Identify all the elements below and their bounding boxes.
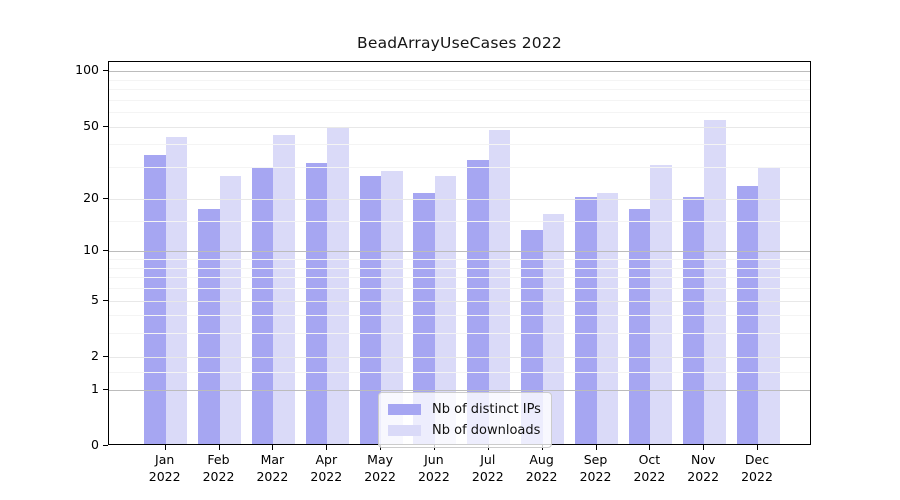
bar-downloads-jun xyxy=(434,176,457,444)
bar-downloads-nov xyxy=(704,120,726,444)
legend-label-downloads: Nb of downloads xyxy=(432,423,541,438)
bar-downloads-dec xyxy=(758,167,780,444)
bar-ips-nov xyxy=(682,196,705,444)
minor-gridline-8 xyxy=(109,267,810,269)
bar-ips-oct xyxy=(628,209,651,444)
minor-gridline-40 xyxy=(109,144,810,146)
legend-label-distinct-ips: Nb of distinct IPs xyxy=(432,402,541,417)
x-tick-label-oct: Oct 2022 xyxy=(633,452,666,484)
bar-downloads-feb xyxy=(219,176,242,444)
minor-gridline-60 xyxy=(109,112,810,114)
bar-ips-may xyxy=(359,176,382,444)
x-tick-dec xyxy=(757,445,758,450)
y-tick-label-100: 100 xyxy=(75,62,99,78)
y-tick-100 xyxy=(103,70,108,72)
minor-gridline-7 xyxy=(109,277,810,279)
minor-gridline-9 xyxy=(109,259,810,260)
bar-downloads-aug xyxy=(542,213,565,444)
bar-ips-sep xyxy=(575,196,597,444)
x-tick-mar xyxy=(272,445,274,450)
x-tick-label-mar: Mar 2022 xyxy=(256,452,289,484)
y-tick-1 xyxy=(103,388,108,390)
bar-ips-dec xyxy=(736,185,759,444)
chart-title: BeadArrayUseCases 2022 xyxy=(357,34,562,52)
semi-gridline-2 xyxy=(109,356,810,358)
y-tick-label-0: 0 xyxy=(91,437,99,452)
bar-ips-feb xyxy=(198,209,220,444)
minor-gridline-4 xyxy=(109,315,810,317)
legend-swatch-distinct-ips xyxy=(388,404,421,415)
y-tick-5 xyxy=(103,299,108,301)
x-tick-label-nov: Nov 2022 xyxy=(687,452,720,484)
y-tick-label-1: 1 xyxy=(91,380,99,396)
x-tick-label-jul: Jul 2022 xyxy=(471,452,504,484)
minor-gridline-6 xyxy=(109,288,810,289)
x-tick-feb xyxy=(218,445,220,450)
major-gridline-1 xyxy=(109,389,810,391)
x-tick-oct xyxy=(649,445,651,450)
x-tick-label-jan: Jan 2022 xyxy=(148,452,181,484)
y-tick-0 xyxy=(103,445,108,446)
plot-area xyxy=(108,61,811,445)
bar-downloads-sep xyxy=(596,193,618,444)
major-gridline-100 xyxy=(109,71,810,73)
bar-ips-jul xyxy=(467,160,489,444)
legend: Nb of distinct IPs Nb of downloads xyxy=(378,392,552,448)
y-tick-label-2: 2 xyxy=(91,347,99,363)
semi-gridline-50 xyxy=(109,126,810,128)
y-tick-label-50: 50 xyxy=(83,117,99,133)
y-tick-2 xyxy=(103,355,108,357)
x-tick-label-apr: Apr 2022 xyxy=(310,452,343,484)
y-tick-label-5: 5 xyxy=(91,291,99,307)
legend-row-distinct-ips: Nb of distinct IPs xyxy=(388,399,541,420)
bar-downloads-mar xyxy=(273,134,295,444)
y-tick-label-10: 10 xyxy=(83,242,99,258)
y-tick-50 xyxy=(103,125,108,127)
minor-gridline-1_5 xyxy=(109,371,810,373)
bar-downloads-apr xyxy=(327,127,349,444)
bar-downloads-jan xyxy=(165,136,188,444)
x-tick-apr xyxy=(326,445,328,450)
bar-ips-apr xyxy=(305,162,328,444)
x-tick-sep xyxy=(595,445,597,450)
y-tick-20 xyxy=(103,197,108,199)
x-tick-label-aug: Aug 2022 xyxy=(525,452,558,484)
x-tick-jan xyxy=(164,445,166,450)
minor-gridline-90 xyxy=(109,79,810,81)
bar-downloads-oct xyxy=(650,165,672,444)
y-tick-10 xyxy=(103,250,108,252)
x-tick-label-jun: Jun 2022 xyxy=(417,452,450,484)
minor-gridline-70 xyxy=(109,99,810,101)
minor-gridline-80 xyxy=(109,89,810,91)
bar-ips-mar xyxy=(251,167,274,444)
x-tick-label-dec: Dec 2022 xyxy=(741,452,773,484)
minor-gridline-15 xyxy=(109,220,810,222)
minor-gridline-30 xyxy=(109,167,810,169)
bar-downloads-jul xyxy=(488,129,511,444)
x-tick-label-feb: Feb 2022 xyxy=(202,452,235,484)
legend-row-downloads: Nb of downloads xyxy=(388,420,541,441)
bar-downloads-may xyxy=(381,170,403,444)
major-gridline-10 xyxy=(109,251,810,253)
x-tick-label-may: May 2022 xyxy=(364,452,396,484)
bar-ips-jun xyxy=(413,193,435,444)
minor-gridline-3 xyxy=(109,333,810,335)
x-tick-label-sep: Sep 2022 xyxy=(579,452,612,484)
semi-gridline-5 xyxy=(109,300,810,302)
legend-swatch-downloads xyxy=(388,425,421,436)
semi-gridline-20 xyxy=(109,198,810,200)
x-tick-nov xyxy=(703,445,705,450)
y-tick-label-20: 20 xyxy=(83,189,99,205)
